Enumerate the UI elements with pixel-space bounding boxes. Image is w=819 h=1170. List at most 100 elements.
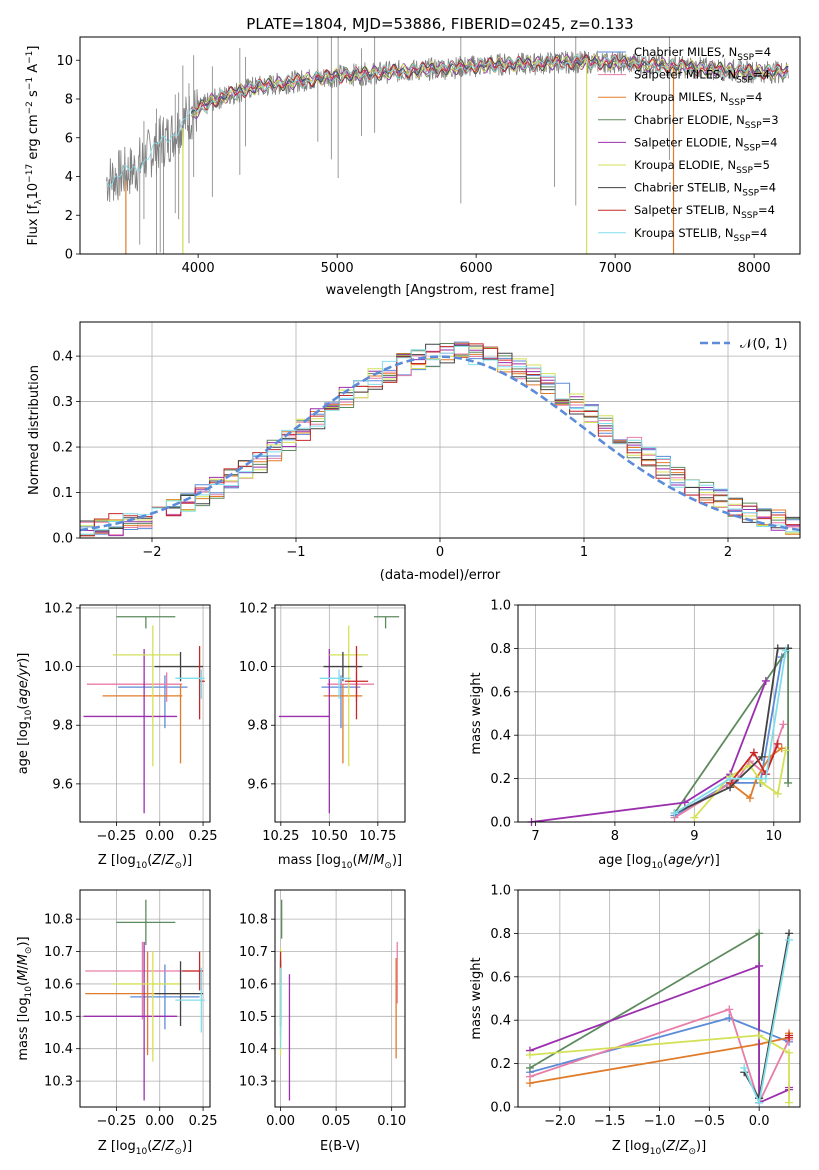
y-tick-label: 10.8	[239, 913, 268, 928]
y-tick-label: 8	[65, 93, 73, 108]
x-tick-label: −1.5	[594, 1114, 626, 1129]
mass-weight-line	[531, 680, 767, 822]
y-axis-label: Normed distribution	[27, 365, 42, 495]
mass-weight-marker	[670, 809, 679, 818]
mass-weight-marker	[781, 746, 790, 755]
y-tick-label: 9.8	[52, 719, 73, 734]
y-tick-label: 0.0	[52, 532, 73, 547]
y-tick-label: 10.0	[44, 660, 73, 675]
x-tick-label: 9	[690, 829, 698, 844]
x-tick-label: 8000	[738, 261, 771, 276]
x-tick-label: −2.0	[544, 1114, 576, 1129]
x-tick-label: −2	[142, 545, 161, 560]
axes-frame	[79, 889, 211, 1108]
x-tick-label: 0.0	[749, 1114, 770, 1129]
x-tick-label: 10.25	[262, 829, 299, 844]
mass-weight-line	[743, 933, 790, 1101]
mass-weight-marker	[525, 1063, 534, 1072]
mass-weight-marker	[757, 778, 766, 787]
mass-weight-marker	[773, 644, 782, 653]
x-tick-label: 0.00	[145, 829, 174, 844]
mass-weight-line	[729, 743, 779, 784]
legend-label: 𝒩(0, 1)	[740, 337, 787, 352]
y-tick-label: 10.6	[239, 977, 268, 992]
axes-frame	[79, 604, 211, 823]
y-tick-label: 0.2	[490, 1057, 511, 1072]
x-tick-label: 10	[766, 829, 783, 844]
mass-weight-marker	[773, 789, 782, 798]
y-tick-label: 10	[56, 54, 73, 69]
age-vs-mass-plot: 10.25 10.50 10.75 9.6 9.8 10.0 10.2 mass [log10…	[239, 601, 406, 871]
model-spectrum-line	[106, 54, 789, 187]
x-tick-label: 0	[436, 545, 444, 560]
mass-weight-vs-age-plot: 7 8 9 10 0.0 0.2 0.4 0.6 0.8 1.0 age [log10(age/yr…	[469, 599, 801, 871]
x-axis-label: Z [log10(Z/Z⊙)]	[98, 1139, 192, 1157]
mass-weight-line	[674, 650, 787, 815]
mass-weight-marker	[757, 752, 766, 761]
mass-weight-vs-metallicity-plot: −2.0 −1.5 −1.0 −0.5 0.0 0.0 0.2 0.4 0.6 0.8 1.0 Z […	[469, 884, 801, 1157]
mass-weight-marker	[740, 1063, 749, 1072]
x-tick-label: 10.75	[359, 829, 396, 844]
x-tick-label: 0.10	[377, 1114, 406, 1129]
mass-weight-marker	[726, 774, 735, 783]
y-tick-label: 6	[65, 131, 73, 146]
x-axis-label: mass [log10(M/M⊙)]	[278, 853, 402, 871]
mass-vs-metallicity-plot: −0.25 0.00 0.25 10.3 10.4 10.5 10.6 10.7 10.8 Z […	[16, 889, 218, 1157]
mass-weight-line	[529, 1008, 790, 1106]
legend-label: Chabrier ELODIE, NSSP=3	[634, 113, 779, 131]
axes-frame	[274, 889, 406, 1108]
mass-weight-marker	[680, 798, 689, 807]
y-tick-label: 4	[65, 170, 73, 185]
legend-label: Kroupa STELIB, NSSP=4	[634, 226, 767, 244]
figure-title: PLATE=1804, MJD=53886, FIBERID=0245, z=0…	[246, 15, 633, 33]
legend-label: Chabrier MILES, NSSP=4	[634, 45, 771, 63]
mass-weight-marker	[755, 1031, 764, 1040]
model-spectrum-line	[190, 54, 789, 120]
mass-weight-marker	[785, 1048, 794, 1057]
x-tick-label: −1	[286, 545, 305, 560]
mass-weight-marker	[525, 1079, 534, 1088]
legend-label: Kroupa MILES, NSSP=4	[634, 90, 762, 108]
mass-weight-marker	[761, 774, 770, 783]
y-tick-label: 10.0	[239, 660, 268, 675]
axes-frame	[274, 604, 406, 823]
y-tick-label: 0.3	[52, 395, 73, 410]
mass-weight-marker	[785, 1098, 794, 1107]
y-tick-label: 10.7	[239, 945, 268, 960]
y-tick-label: 0.4	[52, 350, 73, 365]
y-tick-label: 10.5	[44, 1010, 73, 1025]
x-tick-label: −0.25	[96, 829, 136, 844]
y-axis-label: mass weight	[469, 957, 484, 1039]
y-axis-label: mass weight	[469, 672, 484, 754]
y-tick-label: 10.2	[239, 601, 268, 616]
x-axis-label: wavelength [Angstrom, rest frame]	[326, 283, 555, 298]
y-tick-label: 0.0	[490, 816, 511, 831]
y-tick-label: 10.4	[239, 1042, 268, 1057]
mass-weight-marker	[755, 929, 764, 938]
mass-weight-marker	[690, 813, 699, 822]
normal-reference-curve	[80, 355, 800, 532]
y-tick-label: 10.4	[44, 1042, 73, 1057]
y-tick-label: 0.4	[490, 729, 511, 744]
y-tick-label: 10.7	[44, 945, 73, 960]
y-tick-label: 10.2	[44, 601, 73, 616]
y-tick-label: 0.6	[490, 685, 511, 700]
x-tick-label: 7000	[599, 261, 632, 276]
y-tick-label: 0.0	[490, 1101, 511, 1116]
y-tick-label: 0.8	[490, 642, 511, 657]
x-tick-label: 4000	[182, 261, 215, 276]
mass-weight-marker	[779, 720, 788, 729]
x-axis-label: (data-model)/error	[380, 568, 501, 583]
mass-weight-marker	[781, 646, 790, 655]
y-tick-label: 0	[65, 248, 73, 263]
x-tick-label: 10.50	[311, 829, 348, 844]
x-axis-label: E(B-V)	[320, 1139, 360, 1154]
mass-weight-marker	[725, 1005, 734, 1014]
x-tick-label: −0.5	[694, 1114, 726, 1129]
x-tick-label: 6000	[460, 261, 493, 276]
y-tick-label: 9.8	[247, 719, 268, 734]
y-tick-label: 10.5	[239, 1010, 268, 1025]
mass-weight-marker	[525, 1050, 534, 1059]
x-tick-label: 0.00	[266, 1114, 295, 1129]
